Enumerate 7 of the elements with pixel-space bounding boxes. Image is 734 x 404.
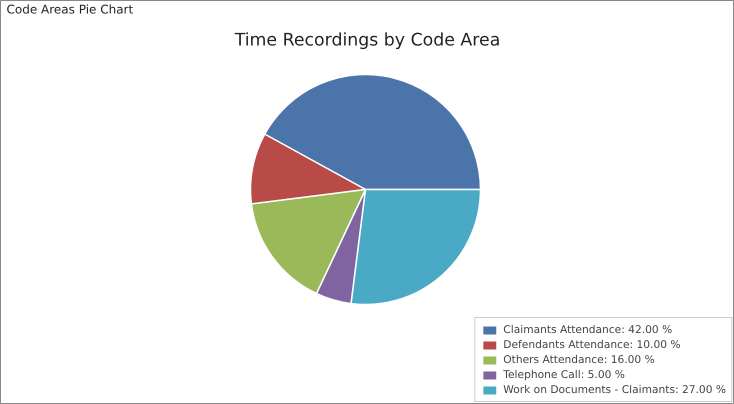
legend-label: Work on Documents - Claimants: 27.00 % <box>503 383 726 396</box>
legend-label: Telephone Call: 5.00 % <box>503 368 625 381</box>
chart-title: Time Recordings by Code Area <box>234 30 500 50</box>
legend-label: Others Attendance: 16.00 % <box>503 353 655 366</box>
legend-label: Defendants Attendance: 10.00 % <box>503 338 681 351</box>
legend-label: Claimants Attendance: 42.00 % <box>503 323 672 336</box>
text: Code Areas Pie Chart <box>6 2 134 16</box>
